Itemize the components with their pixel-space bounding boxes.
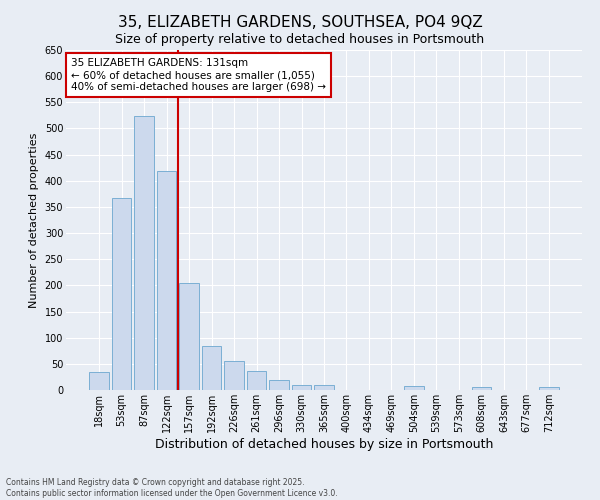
Bar	[539, 388, 559, 390]
Bar	[179, 283, 199, 390]
Bar	[314, 385, 334, 390]
Text: Contains HM Land Registry data © Crown copyright and database right 2025.
Contai: Contains HM Land Registry data © Crown c…	[6, 478, 338, 498]
Bar	[157, 172, 176, 390]
Bar	[112, 198, 131, 390]
Bar	[269, 380, 289, 390]
Bar	[292, 385, 311, 390]
Bar	[247, 371, 266, 390]
Text: Size of property relative to detached houses in Portsmouth: Size of property relative to detached ho…	[115, 32, 485, 46]
Bar	[89, 372, 109, 390]
Y-axis label: Number of detached properties: Number of detached properties	[29, 132, 39, 308]
Bar	[224, 361, 244, 390]
Bar	[404, 386, 424, 390]
Bar	[202, 346, 221, 390]
Bar	[472, 388, 491, 390]
Text: 35, ELIZABETH GARDENS, SOUTHSEA, PO4 9QZ: 35, ELIZABETH GARDENS, SOUTHSEA, PO4 9QZ	[118, 15, 482, 30]
X-axis label: Distribution of detached houses by size in Portsmouth: Distribution of detached houses by size …	[155, 438, 493, 450]
Bar	[134, 116, 154, 390]
Text: 35 ELIZABETH GARDENS: 131sqm
← 60% of detached houses are smaller (1,055)
40% of: 35 ELIZABETH GARDENS: 131sqm ← 60% of de…	[71, 58, 326, 92]
